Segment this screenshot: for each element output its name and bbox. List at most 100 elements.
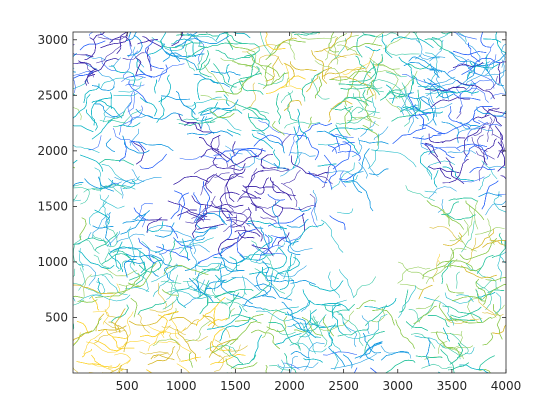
contour-line bbox=[78, 264, 96, 286]
contour-line bbox=[226, 173, 243, 202]
contour-line bbox=[441, 32, 453, 35]
contour-line bbox=[279, 253, 292, 290]
contour-line bbox=[137, 300, 167, 315]
contour-line bbox=[272, 200, 282, 231]
contour-line bbox=[161, 326, 186, 335]
contour-line bbox=[186, 130, 233, 137]
contour-line bbox=[499, 59, 506, 95]
contour-line bbox=[460, 265, 497, 279]
contour-line bbox=[441, 121, 459, 144]
contour-line bbox=[185, 320, 211, 341]
contour-line bbox=[420, 97, 437, 126]
contour-line bbox=[482, 106, 502, 127]
contour-line bbox=[441, 32, 453, 35]
contour-line bbox=[272, 120, 285, 136]
contour-line bbox=[269, 365, 291, 371]
contour-line bbox=[352, 171, 364, 194]
contour-line bbox=[120, 214, 146, 235]
contour-line bbox=[182, 35, 229, 49]
contour-line bbox=[209, 109, 242, 131]
contour-line bbox=[318, 32, 320, 35]
contour-line bbox=[147, 341, 192, 353]
contour-line bbox=[486, 64, 504, 87]
contour-line bbox=[292, 222, 325, 246]
contour-line bbox=[226, 64, 230, 83]
contour-line bbox=[477, 291, 496, 298]
contour-line bbox=[251, 244, 274, 257]
contour-line bbox=[447, 150, 477, 155]
contour-line bbox=[192, 216, 204, 239]
contour-line bbox=[157, 314, 168, 335]
contour-line bbox=[342, 321, 358, 347]
contour-line bbox=[309, 310, 318, 325]
contour-line bbox=[367, 133, 380, 169]
contour-line bbox=[426, 82, 472, 97]
contour-line bbox=[445, 157, 465, 184]
contour-line bbox=[473, 122, 490, 136]
contour-line bbox=[338, 174, 354, 181]
contour-line bbox=[103, 321, 122, 332]
contour-line bbox=[137, 39, 158, 45]
contour-line bbox=[256, 271, 268, 295]
contour-line bbox=[84, 74, 96, 86]
contour-line bbox=[419, 110, 435, 127]
y-tick-label: 1500 bbox=[37, 199, 68, 213]
contour-line bbox=[73, 166, 76, 169]
contour-line bbox=[384, 89, 403, 99]
contour-line bbox=[436, 90, 479, 99]
contour-line bbox=[89, 201, 107, 226]
contour-line bbox=[430, 97, 470, 108]
x-axis: 500 1000 1500 2000 2500 3000 3500 4000 bbox=[116, 32, 521, 393]
contour-line bbox=[73, 235, 85, 267]
contour-line bbox=[463, 123, 481, 127]
contour-line bbox=[473, 200, 479, 230]
contour-line bbox=[285, 77, 290, 87]
contour-line bbox=[442, 166, 474, 182]
contour-line bbox=[282, 133, 291, 149]
contour-line bbox=[308, 300, 350, 312]
contour-line bbox=[138, 237, 155, 264]
contour-line bbox=[164, 50, 205, 57]
contour-line bbox=[456, 143, 489, 160]
contour-line bbox=[186, 46, 207, 59]
contour-line bbox=[331, 162, 355, 191]
contour-line bbox=[118, 364, 122, 373]
contour-line bbox=[245, 51, 257, 67]
contour-line bbox=[379, 92, 405, 101]
contour-line bbox=[477, 279, 493, 290]
contour-line bbox=[223, 214, 237, 233]
contour-line bbox=[73, 237, 106, 245]
contour-line bbox=[488, 108, 506, 114]
contour-line bbox=[355, 55, 366, 69]
contour-line bbox=[167, 200, 208, 218]
contour-line bbox=[263, 308, 287, 314]
contour-line bbox=[333, 33, 348, 65]
contour-line bbox=[398, 56, 413, 85]
contour-line bbox=[226, 292, 245, 301]
contour-line bbox=[422, 124, 445, 135]
contour-line bbox=[225, 145, 243, 155]
contour-line bbox=[398, 76, 415, 98]
contour-line bbox=[203, 64, 229, 97]
contour-line bbox=[283, 169, 301, 185]
contour-line bbox=[160, 95, 191, 100]
contour-line bbox=[126, 311, 134, 339]
contour-line bbox=[214, 289, 254, 299]
contour-line bbox=[372, 309, 395, 326]
contour-line bbox=[481, 180, 499, 210]
contour-line bbox=[100, 32, 128, 49]
contour-line bbox=[349, 148, 370, 179]
contour-line bbox=[323, 154, 337, 190]
contour-line bbox=[272, 181, 296, 196]
contour-line bbox=[214, 291, 236, 297]
contour-line bbox=[243, 273, 273, 307]
contour-line bbox=[365, 49, 375, 80]
contour-line bbox=[292, 126, 299, 169]
contour-line bbox=[349, 85, 367, 106]
contour-line bbox=[176, 363, 190, 373]
contour-line bbox=[485, 54, 489, 72]
x-tick-label: 3500 bbox=[437, 379, 468, 393]
contour-line bbox=[161, 289, 179, 296]
contour-line bbox=[181, 356, 201, 362]
contour-line bbox=[129, 141, 146, 151]
